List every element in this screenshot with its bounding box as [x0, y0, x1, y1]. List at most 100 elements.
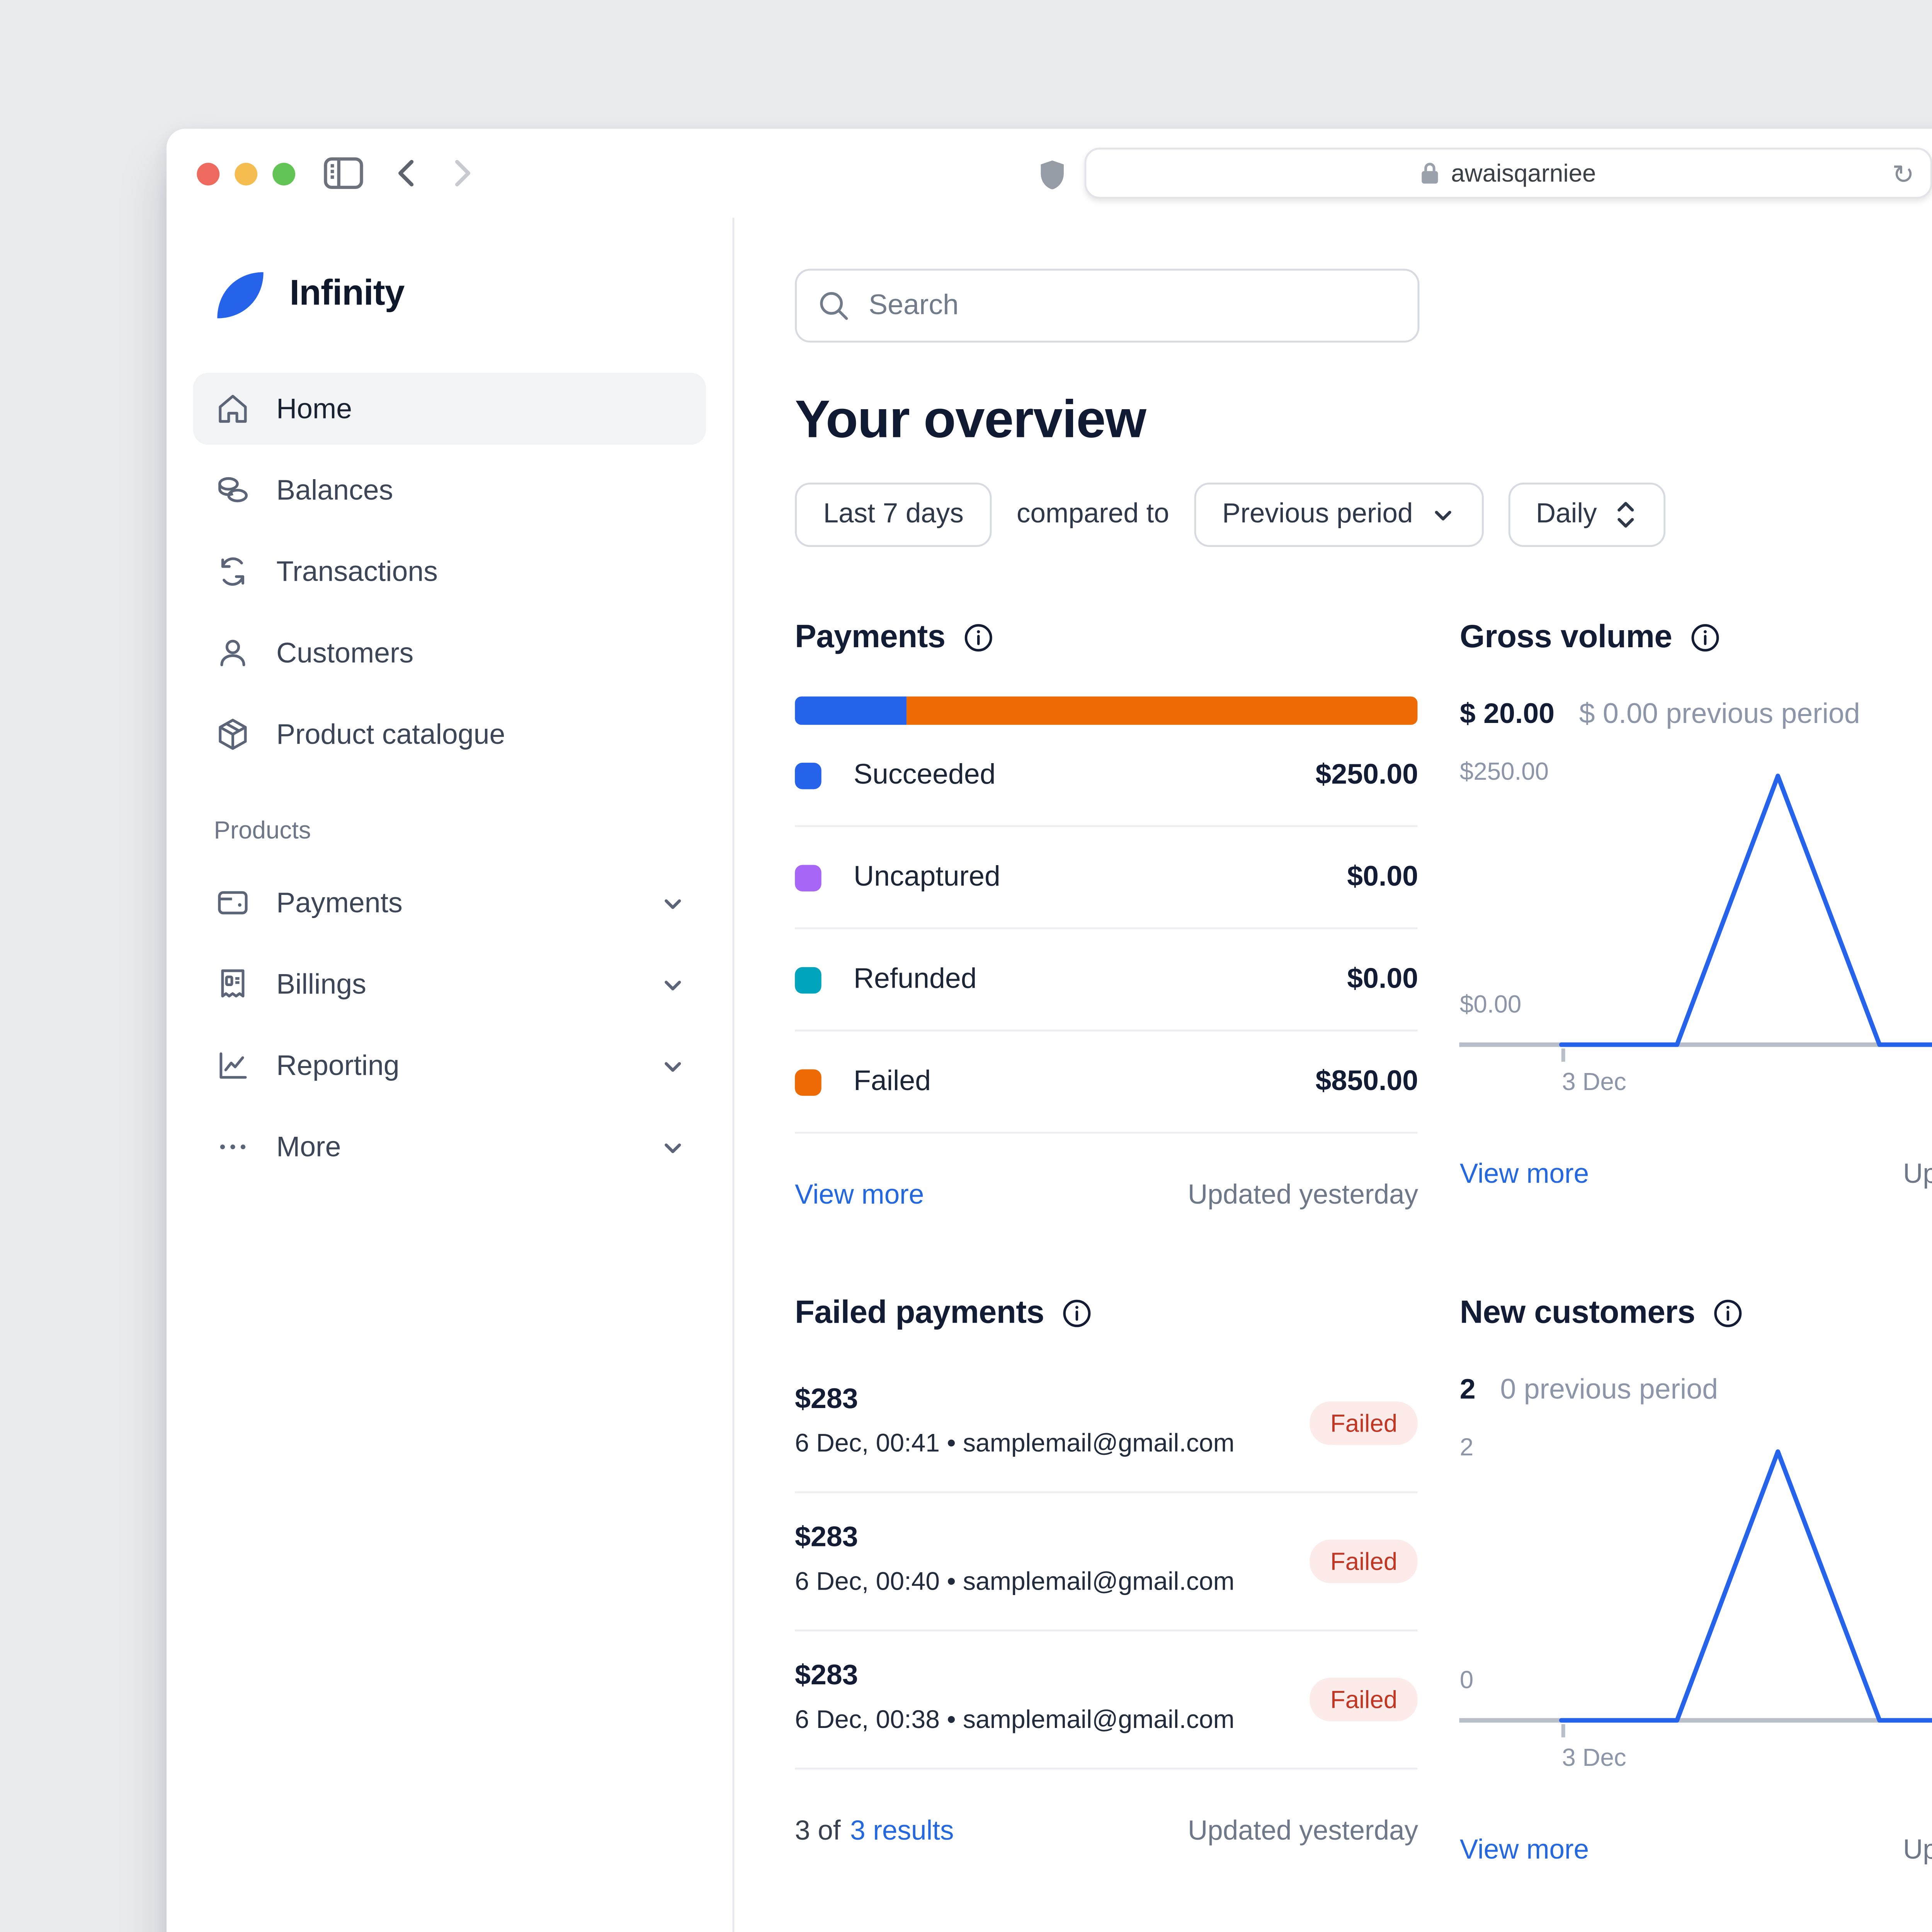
legend-row-refunded: Refunded $0.00: [795, 929, 1418, 1032]
main-content: Test mode ? ⚙ + Your overview Last 7 day…: [734, 218, 1932, 1932]
sidebar-item-label: Balances: [276, 474, 393, 507]
chevron-down-icon: [1430, 502, 1455, 527]
ellipsis-icon: [214, 1128, 252, 1166]
home-icon: [214, 390, 252, 428]
x-tick: [1562, 1048, 1565, 1062]
legend-row-failed: Failed $850.00: [795, 1031, 1418, 1134]
filters-row: Last 7 days compared to Previous period …: [795, 482, 1932, 547]
address-bar-group: awaisqarniee ↻: [1038, 148, 1932, 199]
compared-to-label: compared to: [1017, 500, 1169, 530]
sidebar-item-customers[interactable]: Customers: [193, 617, 706, 689]
metric-previous: 0 previous period: [1500, 1374, 1718, 1406]
card-title: New customers: [1459, 1294, 1696, 1331]
brand-name: Infinity: [289, 274, 405, 315]
updated-label: Updated 06:03: [1903, 1836, 1932, 1866]
page-title: Your overview: [795, 389, 1146, 449]
view-more-link[interactable]: View more: [1459, 1836, 1589, 1866]
sidebar: Infinity Home Balances: [167, 218, 735, 1932]
sidebar-item-transactions[interactable]: Transactions: [193, 536, 706, 607]
info-icon[interactable]: [963, 622, 993, 653]
sidebar-item-balances[interactable]: Balances: [193, 454, 706, 526]
wallet-icon: [214, 884, 252, 922]
succeeded-swatch: [795, 762, 821, 789]
top-bar: Test mode ? ⚙ +: [795, 269, 1932, 343]
failed-payment-row[interactable]: $283 6 Dec, 00:41 • samplemail@gmail.com…: [795, 1355, 1418, 1493]
sidebar-item-label: Product catalogue: [276, 718, 505, 751]
search-input[interactable]: [795, 269, 1420, 343]
products-nav: Payments Billings: [193, 867, 706, 1183]
zoom-window-icon[interactable]: [272, 162, 296, 185]
sidebar-item-billings[interactable]: Billings: [193, 948, 706, 1020]
new-customers-chart: 2 0 3 Dec Today: [1459, 1433, 1932, 1789]
failed-payment-row[interactable]: $283 6 Dec, 00:38 • samplemail@gmail.com…: [795, 1631, 1418, 1770]
sidebar-item-payments[interactable]: Payments: [193, 867, 706, 939]
info-icon[interactable]: [1689, 622, 1719, 653]
browser-toolbar: awaisqarniee ↻: [167, 129, 1932, 218]
chevron-up-down-icon: [1614, 500, 1637, 530]
back-icon[interactable]: [392, 157, 420, 189]
sidebar-item-reporting[interactable]: Reporting: [193, 1029, 706, 1101]
compare-period-select[interactable]: Previous period: [1194, 482, 1483, 547]
sidebar-item-product-catalogue[interactable]: Product catalogue: [193, 698, 706, 770]
chevron-down-icon: [660, 1053, 685, 1078]
granularity-select[interactable]: Daily: [1507, 482, 1665, 547]
new-customers-card: New customers 2 0 previous period 2 0: [1459, 1294, 1932, 1866]
sidebar-item-label: More: [276, 1131, 341, 1163]
forward-icon[interactable]: [449, 157, 477, 189]
infinity-logo-icon: [212, 267, 269, 324]
close-window-icon[interactable]: [197, 162, 220, 185]
gross-volume-card: Gross volume $ 20.00 $ 0.00 previous per…: [1459, 619, 1932, 1211]
date-range-button[interactable]: Last 7 days: [795, 482, 992, 547]
receipt-icon: [214, 965, 252, 1003]
updated-label: Updated 06:03: [1903, 1160, 1932, 1190]
app-root: Infinity Home Balances: [167, 218, 1932, 1932]
card-title: Payments: [795, 619, 946, 655]
sidebar-item-label: Billings: [276, 968, 366, 1000]
sidebar-item-home[interactable]: Home: [193, 372, 706, 445]
sidebar-item-label: Transactions: [276, 555, 438, 588]
status-badge: Failed: [1309, 1678, 1418, 1721]
card-title: Failed payments: [795, 1294, 1044, 1331]
chevron-down-icon: [660, 972, 685, 997]
sidebar-item-label: Customers: [276, 637, 414, 669]
products-section-label: Products: [214, 816, 311, 844]
gross-volume-chart: $250.00 $0.00 3 Dec Today: [1459, 757, 1932, 1113]
metric-value: $ 20.00: [1459, 698, 1555, 731]
refunded-swatch: [795, 966, 821, 993]
failed-payment-row[interactable]: $283 6 Dec, 00:40 • samplemail@gmail.com…: [795, 1493, 1418, 1632]
updated-label: Updated yesterday: [1188, 1817, 1418, 1847]
privacy-shield-icon[interactable]: [1038, 158, 1065, 189]
sidebar-item-label: Home: [276, 393, 352, 425]
view-more-link[interactable]: View more: [795, 1181, 924, 1211]
sidebar-item-more[interactable]: More: [193, 1111, 706, 1183]
coins-icon: [214, 471, 252, 509]
legend-row-succeeded: Succeeded $250.00: [795, 725, 1418, 827]
line-plot: [1459, 761, 1932, 1048]
address-bar[interactable]: awaisqarniee ↻: [1083, 148, 1932, 199]
sidebar-item-label: Payments: [276, 886, 403, 919]
chart-line-icon: [214, 1047, 252, 1085]
traffic-lights: [197, 162, 296, 185]
view-more-link[interactable]: View more: [1459, 1160, 1589, 1190]
uncaptured-swatch: [795, 864, 821, 891]
info-icon[interactable]: [1061, 1298, 1091, 1328]
line-plot: [1459, 1437, 1932, 1724]
results-link[interactable]: 3 results: [850, 1817, 954, 1847]
legend-row-uncaptured: Uncaptured $0.00: [795, 827, 1418, 929]
minimize-window-icon[interactable]: [235, 162, 258, 185]
sidebar-toggle-icon[interactable]: [324, 157, 364, 189]
metric-previous: $ 0.00 previous period: [1579, 698, 1860, 731]
x-tick: [1562, 1724, 1565, 1738]
payments-status-bar: [795, 696, 1418, 725]
failed-swatch: [795, 1068, 821, 1095]
sidebar-item-label: Reporting: [276, 1049, 400, 1082]
status-badge: Failed: [1309, 1539, 1418, 1583]
brand[interactable]: Infinity: [193, 267, 706, 324]
search: [795, 269, 1420, 343]
reload-icon[interactable]: ↻: [1892, 158, 1915, 189]
person-icon: [214, 634, 252, 672]
search-icon: [818, 289, 850, 321]
payments-legend: Succeeded $250.00 Uncaptured $0.00 Refun…: [795, 725, 1418, 1134]
info-icon[interactable]: [1712, 1298, 1742, 1328]
